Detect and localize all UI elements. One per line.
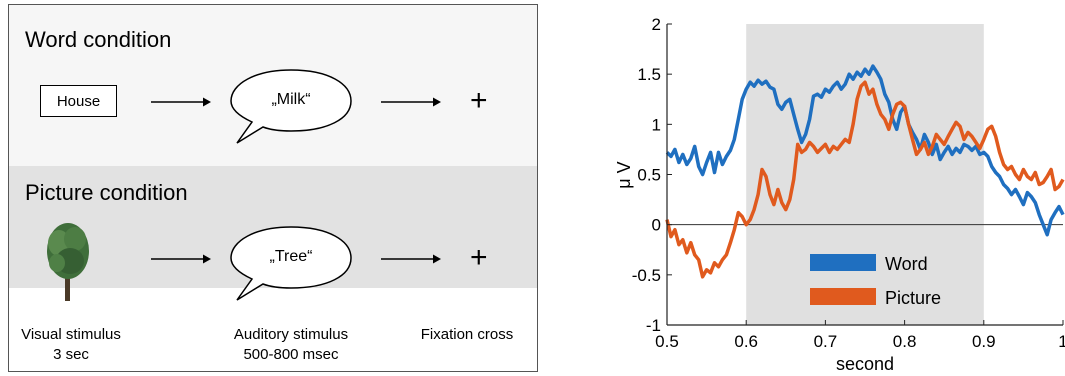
x-tick-label: 1 — [1058, 332, 1065, 351]
fixation-cross-icon: + — [470, 84, 488, 117]
chart-svg: -1 -0.5 0 0.5 1 1.5 2 0.5 0.6 0.7 0.8 0.9 1 μ V seco… — [614, 15, 1065, 374]
fixation-cross-label: Fixation cross — [407, 325, 527, 345]
arrow-icon — [151, 254, 211, 264]
picture-condition-title: Picture condition — [25, 180, 188, 205]
word-condition-panel: Word condition House „Milk“ + — [9, 5, 537, 166]
y-tick-label: 1 — [652, 115, 661, 134]
legend: Word Picture — [810, 254, 941, 308]
tree-image — [47, 223, 89, 301]
fixation-cross-icon: + — [470, 241, 488, 274]
x-axis-label: second — [836, 354, 894, 374]
auditory-stimulus-label: Auditory stimulus 500-800 msec — [221, 325, 361, 365]
speech-bubble: „Milk“ — [227, 67, 355, 147]
picture-condition-panel: Picture condition „Tree“ + — [9, 166, 537, 301]
time-window-shade — [746, 24, 984, 325]
y-axis-label: μ V — [614, 161, 634, 188]
speech-bubble: „Tree“ — [227, 224, 355, 304]
arrow-icon — [151, 97, 211, 107]
auditory-word-milk: „Milk“ — [271, 91, 311, 108]
x-tick-label: 0.9 — [972, 332, 996, 351]
x-tick-label: 0.7 — [814, 332, 838, 351]
y-tick-label: 0 — [652, 216, 661, 235]
y-tick-label: -1 — [646, 316, 661, 335]
series-line-word — [665, 64, 1065, 237]
y-tick-label: 2 — [652, 15, 661, 34]
y-tick-label: 0.5 — [637, 166, 661, 185]
paradigm-diagram: Word condition House „Milk“ + Picture co… — [8, 4, 538, 372]
y-tick-label: -0.5 — [632, 266, 661, 285]
x-tick-label: 0.8 — [893, 332, 917, 351]
fixation-cross-title: Fixation cross — [420, 326, 514, 343]
erp-line-chart: -1 -0.5 0 0.5 1 1.5 2 0.5 0.6 0.7 0.8 0.9 1 μ V seco… — [560, 0, 1065, 376]
legend-label-picture: Picture — [885, 288, 941, 308]
legend-swatch-picture — [810, 288, 876, 305]
x-tick-label: 0.6 — [734, 332, 758, 351]
visual-stimulus-title: Visual stimulus — [21, 326, 121, 343]
auditory-stimulus-duration: 500-800 msec — [243, 346, 339, 363]
series-line-picture — [665, 80, 1065, 279]
legend-swatch-word — [810, 254, 876, 271]
visual-word-stimulus: House — [40, 85, 117, 117]
x-tick-label: 0.5 — [655, 332, 679, 351]
arrow-icon — [381, 254, 441, 264]
y-tick-label: 1.5 — [637, 65, 661, 84]
word-condition-title: Word condition — [25, 27, 172, 52]
arrow-icon — [381, 97, 441, 107]
auditory-stimulus-title: Auditory stimulus — [233, 326, 349, 343]
visual-stimulus-label: Visual stimulus 3 sec — [11, 325, 131, 365]
visual-stimulus-duration: 3 sec — [53, 346, 89, 363]
legend-label-word: Word — [885, 254, 928, 274]
auditory-word-tree: „Tree“ — [269, 248, 313, 265]
